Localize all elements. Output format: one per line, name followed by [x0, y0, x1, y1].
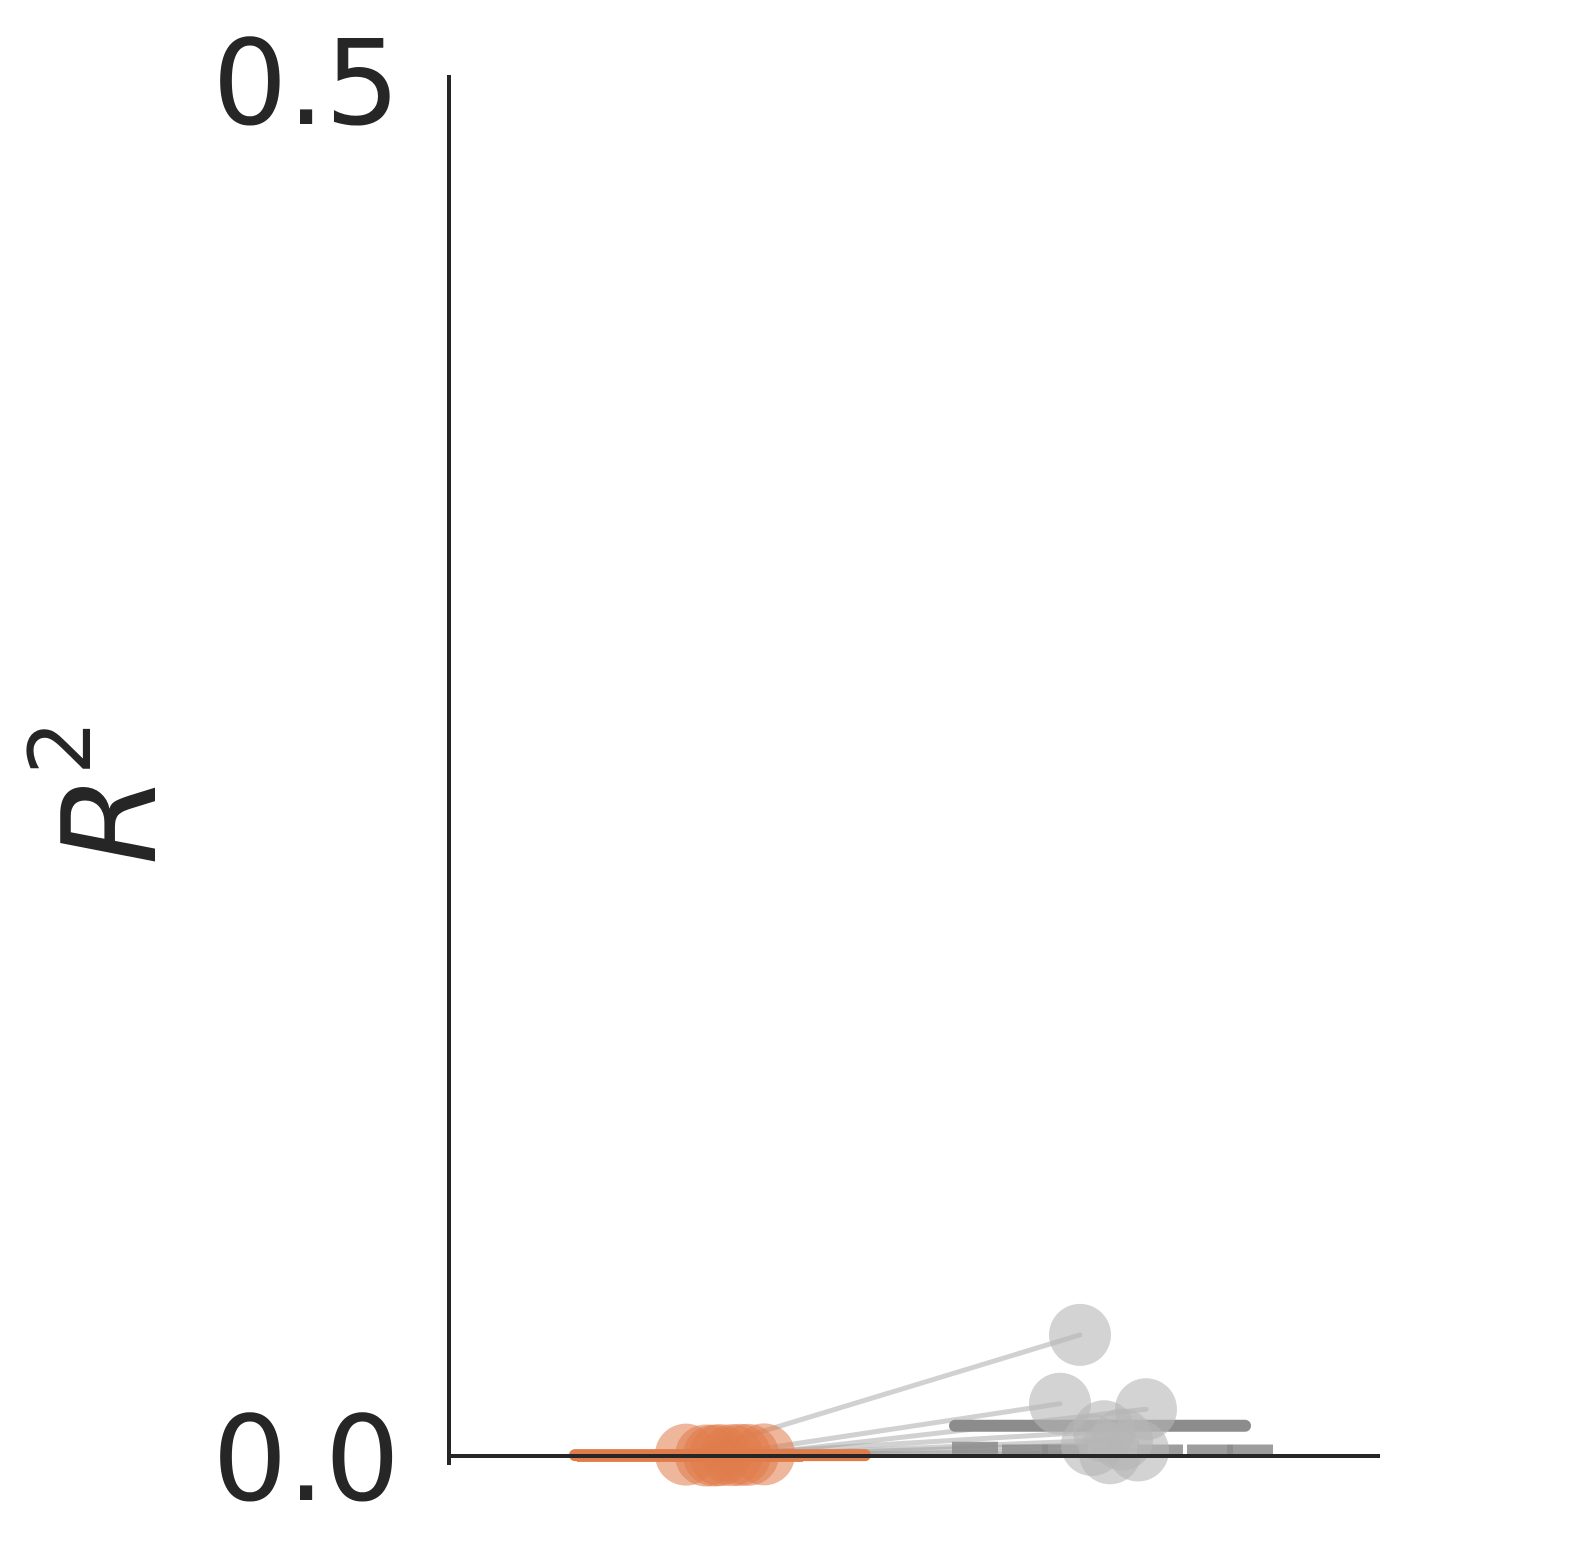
data-points: [655, 1304, 1177, 1487]
marker-g1-0: [952, 1442, 998, 1454]
y-tick-label-0-5: 0.5: [212, 14, 400, 152]
point-g1-7: [1079, 1422, 1141, 1484]
point-g1-0: [1049, 1304, 1111, 1366]
y-axis-label: R: [34, 775, 186, 865]
y-tick-label-0-0: 0.0: [212, 1390, 400, 1528]
y-axis-label-superscript: 2: [11, 720, 111, 775]
